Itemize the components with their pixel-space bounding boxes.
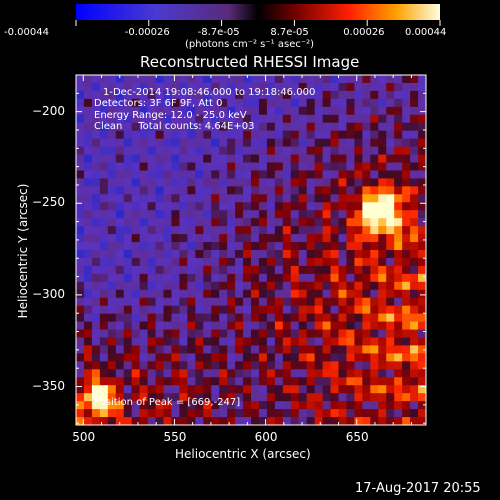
x-tick-label: 600 [254, 430, 278, 444]
colorbar [76, 4, 440, 20]
colorbar-tick-label: 0.00026 [343, 27, 385, 38]
chart-title: Reconstructed RHESSI Image [140, 53, 360, 71]
colorbar-tick-label: -0.00044 [4, 27, 49, 38]
info-line-2: Detectors: 3F 6F 9F, Att 0 [94, 98, 223, 109]
colorbar-tick-label: -0.00026 [124, 27, 170, 38]
y-tick-label: −200 [32, 103, 65, 118]
y-tick-label: −350 [32, 378, 65, 393]
info-line-1: 1-Dec-2014 19:08:46.000 to 19:18:46.000 [103, 87, 316, 98]
footer-timestamp: 17-Aug-2017 20:55 [355, 481, 481, 496]
peak-position-label: Position of Peak = [669,-247] [94, 397, 241, 408]
x-axis-label: Heliocentric X (arcsec) [175, 447, 311, 461]
colorbar-ticks [75, 20, 441, 26]
heatmap-image [76, 75, 426, 425]
axis-ticks [76, 74, 426, 425]
info-line-3: Energy Range: 12.0 - 25.0 keV [94, 110, 247, 121]
y-axis-label: Heliocentric Y (arcsec) [16, 183, 30, 319]
colorbar-tick-label: -8.7e-05 [197, 27, 240, 38]
x-tick-label: 550 [163, 430, 187, 444]
colorbar-unit-label: (photons cm⁻² s⁻¹ asec⁻²) [185, 39, 315, 50]
x-tick-label: 500 [72, 430, 96, 444]
colorbar-tick-label: 0.00044 [405, 27, 447, 38]
colorbar-tick-label: 8.7e-05 [270, 27, 309, 38]
info-line-4: Clean Total counts: 4.64E+03 [94, 121, 255, 132]
plot-frame [75, 74, 427, 426]
y-tick-label: −250 [32, 195, 65, 210]
x-tick-label: 650 [345, 430, 369, 444]
y-tick-label: −300 [32, 286, 65, 301]
